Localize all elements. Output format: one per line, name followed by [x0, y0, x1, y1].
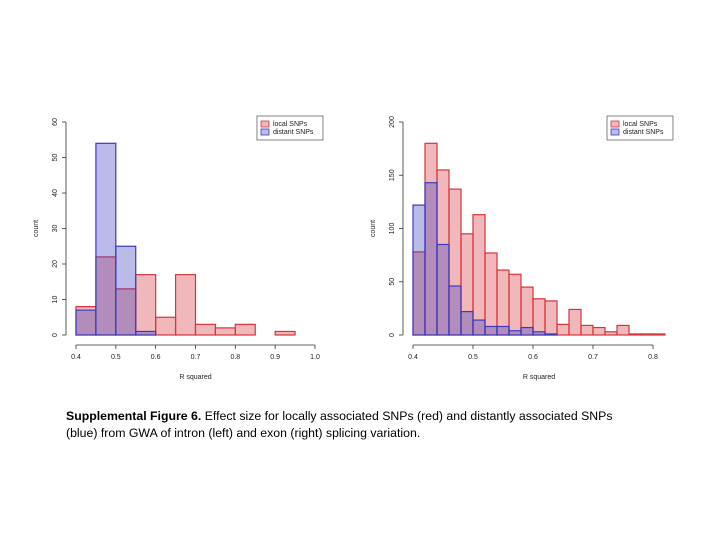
x-tick-label: 0.5: [111, 354, 121, 361]
y-tick-label: 40: [52, 189, 59, 197]
bar: [496, 325, 510, 336]
bar: [496, 269, 510, 336]
x-tick-label: 0.8: [648, 354, 658, 361]
y-tick-label: 50: [389, 278, 396, 286]
legend-swatch: [260, 120, 270, 128]
y-tick-label: 30: [52, 225, 59, 233]
bar: [174, 274, 197, 336]
bar: [115, 245, 137, 336]
x-tick-label: 0.7: [191, 354, 201, 361]
caption-text: Effect size for locally associated SNPs …: [66, 409, 613, 440]
x-tick-label: 0.8: [230, 354, 240, 361]
legend-swatch: [610, 128, 620, 136]
bar: [448, 285, 462, 336]
bar: [520, 326, 534, 336]
y-tick-label: 0: [52, 333, 59, 337]
bar: [532, 298, 546, 336]
bar: [580, 324, 594, 336]
bar: [234, 323, 256, 336]
bar: [532, 331, 546, 336]
bar: [592, 326, 606, 336]
y-tick-label: 20: [52, 260, 59, 268]
bar: [194, 323, 217, 336]
bar: [155, 316, 177, 336]
bar: [75, 309, 97, 336]
legend-swatch: [260, 128, 270, 136]
bar: [95, 142, 117, 336]
bar: [484, 252, 498, 336]
y-tick-label: 60: [52, 118, 59, 126]
x-tick-label: 0.5: [468, 354, 478, 361]
chart: 0 10 20 30 40 50 60 0.4 0.5 0.6 0.7 0.8 0.9 1.0 R squa…: [33, 115, 674, 381]
y-tick-label: 0: [389, 333, 396, 337]
bar: [544, 300, 558, 336]
y-axis-label: count: [33, 220, 40, 237]
legend-label: local SNPs: [273, 121, 308, 128]
y-tick-label: 50: [52, 154, 59, 162]
bar: [640, 333, 654, 336]
bar: [616, 324, 630, 336]
legend-box: [606, 115, 674, 141]
legend-label: distant SNPs: [273, 129, 314, 136]
bar: [628, 333, 642, 336]
x-tick-label: 0.4: [71, 354, 81, 361]
bar: [424, 182, 438, 336]
x-axis-label: R squared: [179, 374, 211, 381]
bar: [412, 204, 426, 336]
bar: [508, 330, 522, 336]
y-tick-label: 10: [52, 296, 59, 304]
bar: [460, 310, 474, 336]
bar: [604, 331, 618, 336]
x-tick-label: 0.9: [270, 354, 280, 361]
bar: [135, 330, 157, 336]
bar: [568, 308, 582, 336]
legend-label: distant SNPs: [623, 129, 664, 136]
legend-label: local SNPs: [623, 121, 658, 128]
bar: [472, 214, 486, 336]
x-axis-label: R squared: [523, 374, 555, 381]
y-tick-label: 100: [389, 223, 396, 235]
y-tick-label: 150: [389, 169, 396, 181]
x-tick-label: 1.0: [310, 354, 320, 361]
legend-swatch: [610, 120, 620, 128]
bar: [214, 327, 236, 336]
x-tick-label: 0.6: [528, 354, 538, 361]
bar: [135, 274, 157, 336]
legend-box: [256, 115, 324, 141]
x-tick-label: 0.6: [151, 354, 161, 361]
caption-label: Supplemental Figure 6.: [66, 409, 202, 423]
caption: Supplemental Figure 6. Effect size for l…: [66, 408, 646, 442]
bar: [556, 323, 570, 336]
bar: [472, 319, 486, 336]
x-tick-label: 0.7: [588, 354, 598, 361]
bar: [544, 333, 558, 336]
bar: [436, 243, 450, 336]
bar: [484, 325, 498, 336]
bar: [508, 273, 522, 336]
bar: [652, 333, 666, 336]
bar: [274, 330, 296, 336]
y-axis-label: count: [370, 220, 377, 237]
x-tick-label: 0.4: [408, 354, 418, 361]
y-tick-label: 200: [389, 116, 396, 128]
